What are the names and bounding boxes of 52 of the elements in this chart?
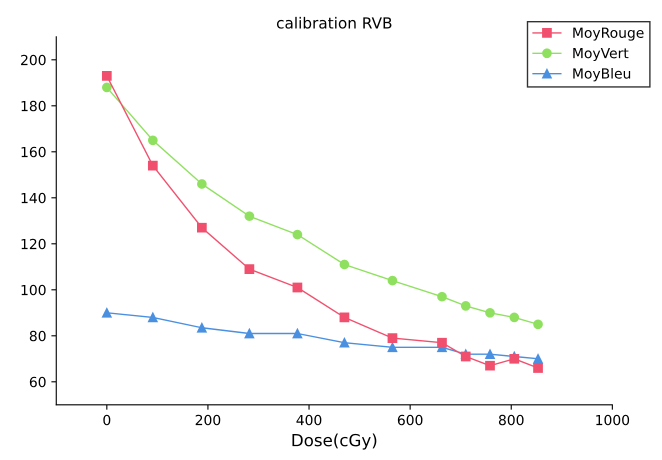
x-tick-label: 0 <box>103 414 110 426</box>
point <box>437 338 447 348</box>
y-tick-label: 80 <box>30 330 46 342</box>
y-tick-label: 160 <box>22 146 46 158</box>
legend-label: MoyVert <box>573 48 628 62</box>
y-tick-label: 60 <box>30 376 46 388</box>
point <box>485 308 495 318</box>
x-axis-title: Dose(cGy) <box>292 434 376 450</box>
point <box>292 282 302 292</box>
point <box>509 312 520 322</box>
y-tick-label: 100 <box>22 284 46 296</box>
legend-label: MoyBleu <box>573 68 630 82</box>
point <box>388 333 398 343</box>
point <box>148 160 158 170</box>
y-tick-label: 200 <box>21 54 46 66</box>
point <box>102 308 112 318</box>
point <box>148 135 158 146</box>
point <box>197 179 207 189</box>
point <box>533 363 543 373</box>
point <box>485 360 495 371</box>
point <box>292 328 302 338</box>
point <box>244 328 254 338</box>
x-tick-label: 600 <box>398 414 422 426</box>
point <box>460 352 471 362</box>
point <box>388 276 398 286</box>
point <box>340 260 350 270</box>
point <box>148 312 158 322</box>
y-tick-label: 180 <box>22 100 46 112</box>
legend-label: MoyRouge <box>573 28 644 41</box>
chart-title: calibration RVB <box>276 16 392 29</box>
point <box>533 319 543 330</box>
x-tick-label: 400 <box>296 414 322 426</box>
point <box>197 222 207 233</box>
x-tick-label: 800 <box>498 414 524 426</box>
x-tick-label: 200 <box>196 414 220 426</box>
point <box>292 230 302 240</box>
point <box>244 264 254 274</box>
point <box>460 301 471 311</box>
point <box>244 211 254 222</box>
point <box>102 71 112 81</box>
y-tick-label: 120 <box>22 238 46 250</box>
point <box>533 354 543 364</box>
y-tick-label: 140 <box>22 192 46 204</box>
point <box>340 338 350 348</box>
point <box>102 82 112 92</box>
point <box>437 292 447 302</box>
point <box>509 354 520 364</box>
point <box>197 322 207 333</box>
x-tick-label: 1000 <box>596 414 630 426</box>
point <box>340 312 350 322</box>
point <box>388 342 398 352</box>
point <box>485 349 495 360</box>
